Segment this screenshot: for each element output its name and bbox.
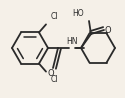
Text: Cl: Cl [51, 12, 59, 21]
Text: O: O [105, 25, 111, 34]
Text: Cl: Cl [51, 75, 59, 84]
Text: HN: HN [66, 37, 78, 46]
Text: O: O [48, 69, 54, 78]
Text: HO: HO [72, 9, 84, 18]
